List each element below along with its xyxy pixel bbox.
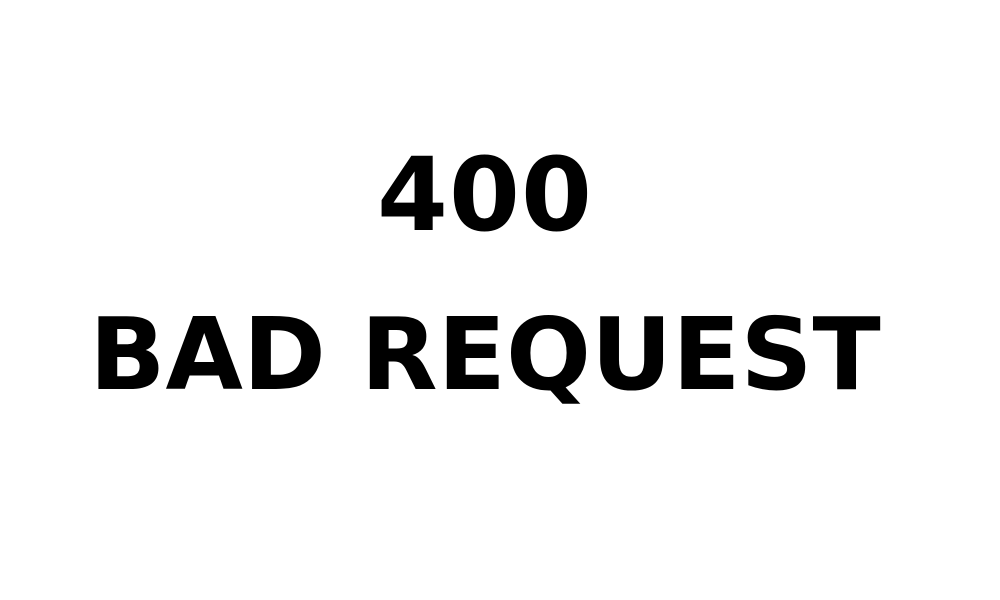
error-message: BAD REQUEST xyxy=(89,296,881,413)
error-code: 400 xyxy=(377,136,593,255)
